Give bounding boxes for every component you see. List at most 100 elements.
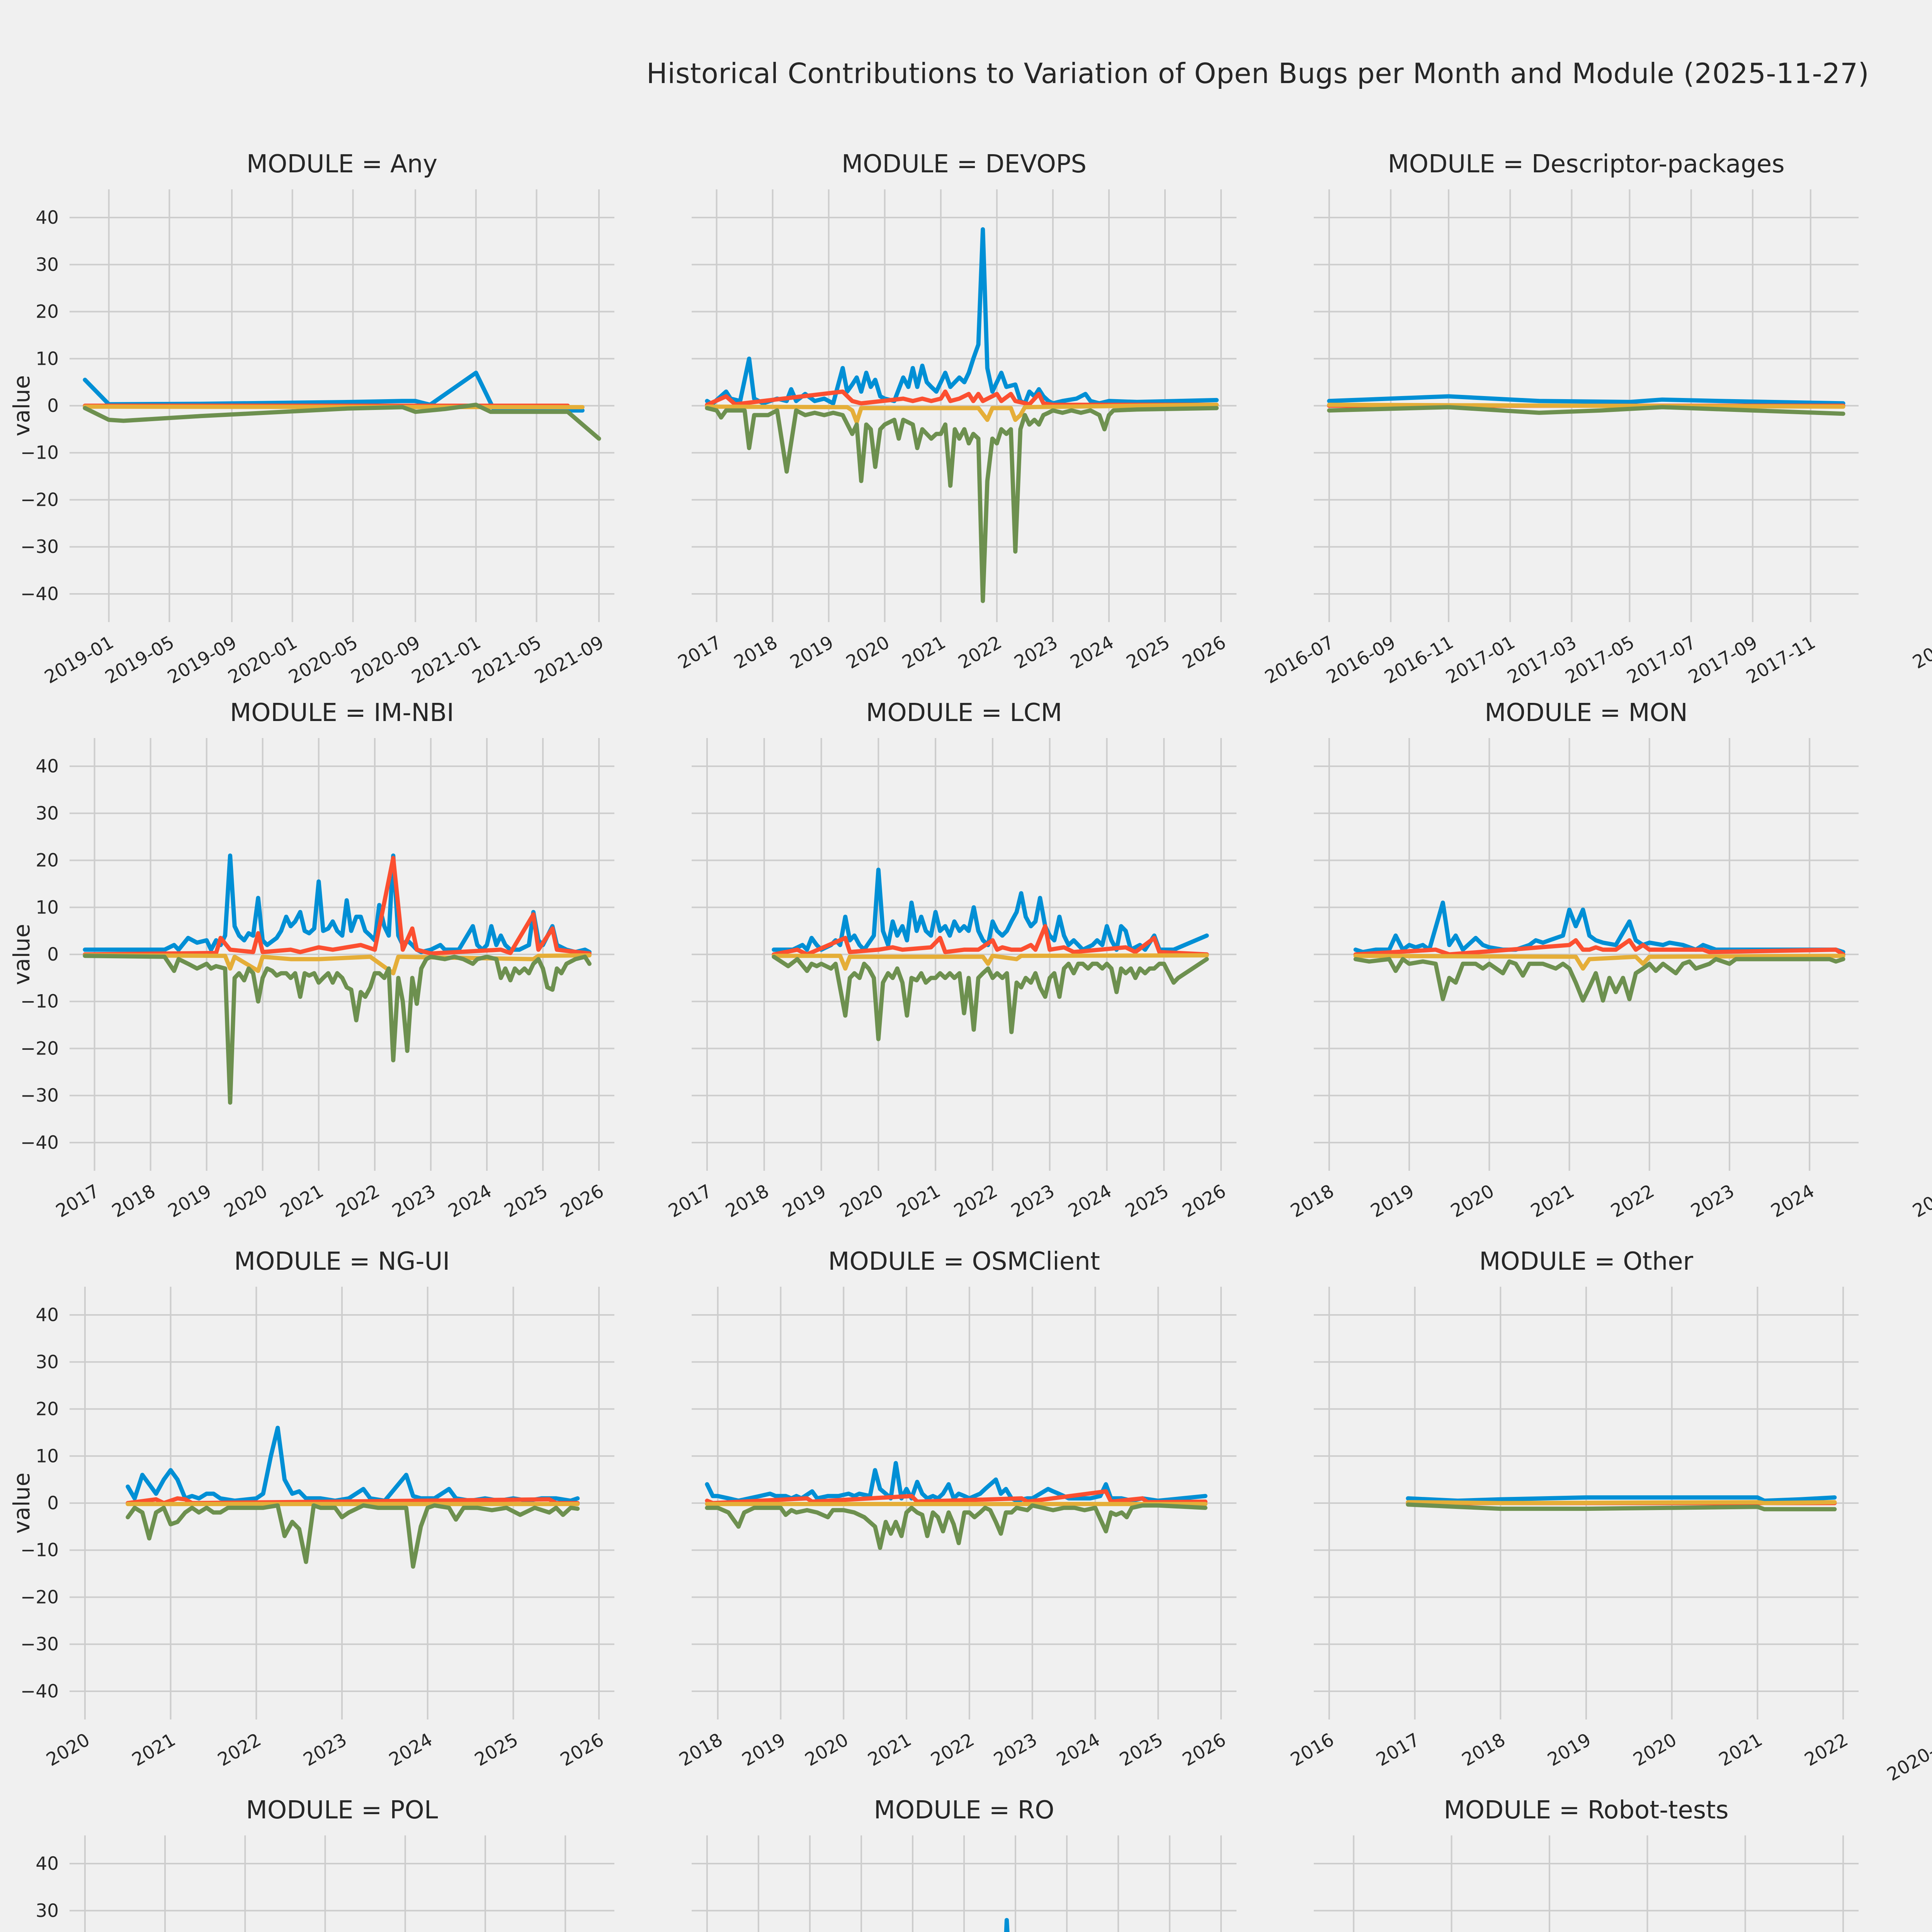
- line-opened: [705, 1461, 1208, 1503]
- line-closed: [705, 1503, 1208, 1550]
- x-tick-label: 2024: [1065, 1180, 1115, 1222]
- y-tick-label: 20: [36, 850, 59, 871]
- facet-chart: MODULE = Descriptor-packages2016-072016-…: [1261, 150, 1859, 688]
- facet-chart: MODULE = Unknown201620172018201920202021…: [1878, 1793, 1932, 1932]
- x-tick-label: 2025: [1122, 1180, 1172, 1222]
- line-closed: [1353, 957, 1845, 1003]
- x-tick-label: 2021: [277, 1180, 327, 1222]
- line-opened: [705, 227, 1219, 406]
- x-tick-label: 2023: [1011, 632, 1061, 673]
- facet-chart: MODULE = MON 2018 2019 2020 2021 2022 2023 2024: [1287, 699, 1859, 1222]
- y-tick-label: −40: [20, 1681, 59, 1702]
- x-tick-label: 2018: [1287, 1180, 1338, 1222]
- x-tick-label: 2017-01: [1442, 632, 1519, 688]
- x-tick-label: 2022: [1801, 1729, 1852, 1770]
- x-tick-label: 2019-05: [102, 632, 178, 688]
- x-tick-label: 2016: [1287, 1729, 1338, 1770]
- y-tick-label: 10: [36, 348, 59, 369]
- x-tick-label: 2026: [1179, 1180, 1230, 1222]
- x-tick-label: 2026: [557, 1180, 607, 1222]
- x-tick-label: 2025: [471, 1729, 522, 1770]
- x-tick-label: 2025: [1116, 1729, 1167, 1770]
- line-false_closed: [705, 403, 1219, 425]
- facet-title: MODULE = MON: [1485, 699, 1688, 727]
- x-tick-label: 2020: [801, 1729, 852, 1770]
- line-reopened: [126, 1496, 580, 1505]
- x-tick-label: 2017: [1373, 1729, 1423, 1770]
- facet-osmclient: MODULE = OSMClient 2018 2019 2020 2021 2022 20…: [634, 1244, 1256, 1793]
- x-tick-label: 2022: [951, 1180, 1001, 1222]
- facet-title: MODULE = IM-NBI: [230, 699, 454, 727]
- x-tick-label: 2020: [836, 1180, 887, 1222]
- line-opened: [1406, 1495, 1837, 1503]
- x-tick-label: 2021: [1715, 1729, 1766, 1770]
- line-opened: [1353, 900, 1845, 954]
- line-closed: [83, 954, 592, 1105]
- y-tick-label: 40: [36, 207, 59, 228]
- x-tick-label: 2022: [333, 1180, 383, 1222]
- x-tick-label: 2021-09: [531, 632, 608, 688]
- line-closed: [83, 403, 601, 441]
- x-tick-label: 2020: [43, 1729, 94, 1770]
- line-false_closed: [772, 953, 1209, 971]
- line-reopened: [1353, 938, 1845, 957]
- y-tick-label: −20: [20, 1038, 59, 1060]
- line-false_closed: [83, 404, 585, 410]
- facet-devops: MODULE = DEVOPS 2017 2018 2019 2020 2021 2022 2…: [634, 147, 1256, 696]
- x-tick-label: 2020-09: [347, 632, 424, 688]
- facet-mon: MODULE = MON 2018 2019 2020 2021 2022 2023 2024: [1256, 696, 1878, 1244]
- facet-title: MODULE = DEVOPS: [842, 150, 1087, 179]
- x-tick-label: 2017: [53, 1180, 103, 1222]
- x-tick-label: 2020: [843, 632, 893, 673]
- x-tick-label: 2018: [722, 1180, 773, 1222]
- facet-documentation-wiki: MODULE = Documentation / Wiki20162017201…: [1878, 147, 1932, 696]
- x-tick-label: 2020: [221, 1180, 271, 1222]
- y-tick-label: 40: [36, 1304, 59, 1326]
- facet-pla: MODULE = PLA2020-072020-102021-012021-04…: [1878, 1244, 1932, 1793]
- x-tick-label: 2016-07: [1261, 632, 1338, 688]
- facet-chart: MODULE = Documentation / Wiki20162017201…: [1909, 632, 1932, 673]
- x-tick-label: 2023: [1687, 1180, 1738, 1222]
- line-opened: [83, 853, 592, 954]
- facet-im-nbi: MODULE = IM-NBI 40 30 20 10 0 −10 −20 −30 −40 valu…: [12, 696, 634, 1244]
- x-tick-label: 2024: [1053, 1729, 1104, 1770]
- x-tick-label: 2017-07: [1623, 632, 1700, 688]
- line-false_closed: [1327, 403, 1845, 409]
- y-tick-label: −10: [20, 442, 59, 464]
- facet-other: MODULE = Other 2016 2017 2018 2019 2020 2021 20…: [1256, 1244, 1878, 1793]
- x-tick-label: 2024: [386, 1729, 436, 1770]
- x-tick-label: 2025: [501, 1180, 551, 1222]
- line-closed: [126, 1503, 580, 1569]
- line-opened: [1327, 394, 1845, 406]
- y-tick-label: −20: [20, 490, 59, 511]
- x-tick-label: 2022: [214, 1729, 265, 1770]
- x-tick-label: 2021: [899, 632, 949, 673]
- line-reopened: [705, 389, 1219, 407]
- x-tick-label: 2020: [1447, 1180, 1498, 1222]
- facet-chart: MODULE = Robot-tests20212022202320242025…: [1314, 1796, 1859, 1932]
- y-tick-label: 30: [36, 1900, 59, 1922]
- line-closed: [1406, 1502, 1837, 1512]
- facet-title: MODULE = OSMClient: [828, 1247, 1100, 1276]
- facet-chart: MODULE = Any 40 30 20 10 0 −10 −20 −30 −40 value 20…: [12, 150, 614, 688]
- x-tick-label: 2022: [955, 632, 1005, 673]
- x-tick-label: 2019: [1367, 1180, 1418, 1222]
- x-tick-label: 2016: [1909, 1180, 1932, 1222]
- x-tick-label: 2024: [1067, 632, 1117, 673]
- x-tick-label: 2026: [557, 1729, 607, 1770]
- facet-chart: MODULE = PLA2020-072020-102021-012021-04…: [1883, 1729, 1932, 1786]
- y-tick-label: 10: [36, 1446, 59, 1467]
- y-axis-label: value: [12, 924, 35, 985]
- facet-descriptor-packages: MODULE = Descriptor-packages 2016-07 2016-…: [1256, 147, 1878, 696]
- x-tick-label: 2018: [731, 632, 781, 673]
- y-tick-label: 10: [36, 897, 59, 918]
- y-tick-label: 30: [36, 1352, 59, 1373]
- x-tick-label: 2023: [990, 1729, 1041, 1770]
- x-tick-label: 2018: [109, 1180, 159, 1222]
- x-tick-label: 2025: [1123, 632, 1173, 673]
- x-tick-label: 2018: [1458, 1729, 1509, 1770]
- line-opened: [126, 1425, 580, 1503]
- line-closed: [1327, 405, 1845, 416]
- x-tick-label: 2017: [665, 1180, 716, 1222]
